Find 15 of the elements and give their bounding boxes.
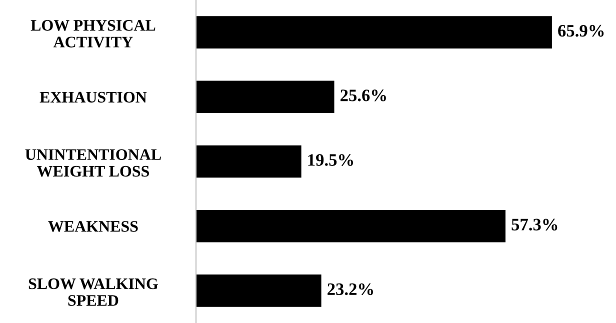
data-label: 19.5%: [308, 154, 353, 166]
data-label: 23.2%: [328, 283, 373, 296]
y-tick-label: UNINTENTIONAL WEIGHT LOSS: [25, 149, 161, 177]
data-label: 57.3%: [512, 218, 558, 231]
y-tick-label: SLOW WALKING SPEED: [28, 278, 158, 306]
bar: [196, 80, 334, 114]
y-tick-label: WEAKNESS: [48, 221, 138, 232]
bar: [196, 274, 322, 307]
bar: [196, 210, 506, 242]
y-tick-label: LOW PHYSICAL ACTIVITY: [30, 20, 156, 48]
bar: [196, 145, 302, 178]
data-label: 25.6%: [340, 90, 386, 102]
bar: [196, 16, 552, 48]
data-label: 65.9%: [558, 24, 604, 37]
y-tick-label: EXHAUSTION: [40, 92, 147, 103]
